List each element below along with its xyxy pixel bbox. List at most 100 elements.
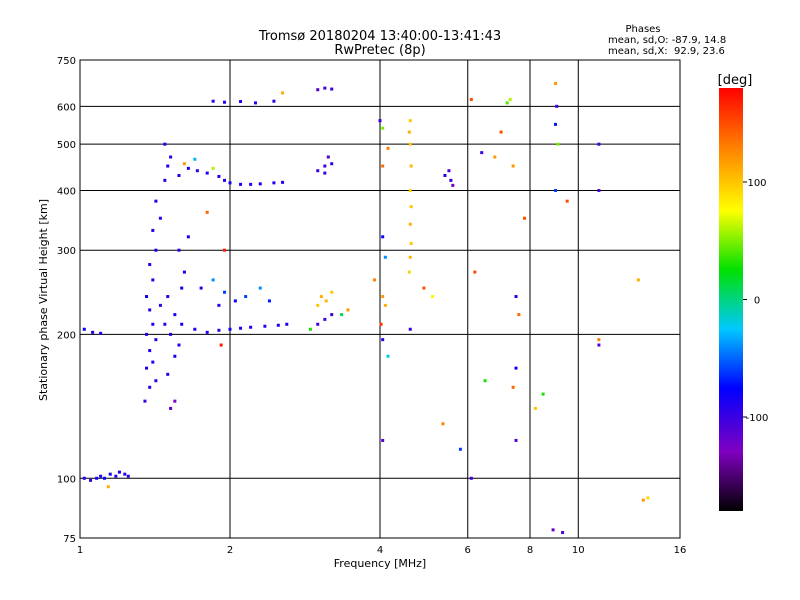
data-point — [316, 169, 320, 173]
data-point — [239, 326, 243, 330]
data-point — [541, 392, 545, 396]
data-point — [458, 447, 462, 451]
data-point — [473, 270, 477, 274]
data-point — [551, 528, 555, 532]
x-tick-label: 10 — [572, 545, 585, 556]
data-point — [145, 366, 149, 370]
data-point — [148, 308, 152, 312]
data-point — [173, 313, 177, 317]
data-point — [553, 188, 557, 192]
colorbar-ticks: 100 0 -100 — [743, 178, 768, 424]
data-point — [407, 270, 411, 274]
data-point — [151, 278, 155, 282]
data-point — [514, 438, 518, 442]
data-point — [597, 343, 601, 347]
x-tick-label: 6 — [465, 545, 471, 556]
data-point — [151, 322, 155, 326]
data-point — [373, 278, 377, 282]
data-point — [511, 385, 515, 389]
data-point — [223, 100, 227, 104]
data-point — [431, 295, 435, 299]
data-point — [205, 210, 209, 214]
data-point — [180, 322, 184, 326]
data-point — [556, 142, 560, 146]
phases-mean-x: mean, sd,X: 92.9, 23.6 — [608, 46, 725, 57]
x-axis-ticks: 1 2 4 6 8 10 16 — [77, 545, 687, 556]
data-point — [193, 157, 197, 161]
y-axis-label: Stationary phase Virtual Height [km] — [37, 199, 50, 401]
data-point — [330, 87, 334, 91]
y-tick-label: 75 — [63, 534, 76, 545]
data-point — [636, 278, 640, 282]
data-point — [443, 173, 447, 177]
data-point — [281, 91, 285, 95]
data-point — [597, 338, 601, 342]
data-point — [239, 182, 243, 186]
data-point — [451, 183, 455, 187]
data-point — [641, 498, 645, 502]
data-point — [285, 322, 289, 326]
data-point — [308, 327, 312, 331]
y-tick-label: 200 — [57, 330, 76, 341]
data-point — [499, 130, 503, 134]
data-point — [173, 399, 177, 403]
data-point — [177, 248, 181, 252]
data-point — [323, 86, 327, 90]
data-point — [169, 332, 173, 336]
data-point — [514, 295, 518, 299]
data-point — [330, 162, 334, 166]
data-point — [249, 325, 253, 329]
data-point — [177, 343, 181, 347]
x-tick-label: 1 — [77, 545, 83, 556]
data-point — [123, 472, 127, 476]
data-point — [508, 98, 512, 102]
data-point — [408, 142, 412, 146]
data-point — [145, 295, 149, 299]
data-point — [158, 216, 162, 220]
data-point — [228, 327, 232, 331]
data-point — [330, 313, 334, 317]
data-point — [223, 178, 227, 182]
data-point — [258, 182, 262, 186]
data-point — [323, 171, 327, 175]
data-point — [151, 360, 155, 364]
chart-subtitle: RwPretec (8p) — [334, 43, 425, 58]
data-point — [326, 155, 330, 159]
data-point — [386, 146, 390, 150]
data-point — [469, 98, 473, 102]
data-point — [523, 216, 527, 220]
data-point — [493, 155, 497, 159]
data-point — [517, 313, 521, 317]
data-point — [272, 99, 276, 103]
data-point — [177, 173, 181, 177]
data-point — [228, 181, 232, 185]
x-tick-label: 16 — [674, 545, 687, 556]
data-point — [258, 286, 262, 290]
data-point — [108, 472, 112, 476]
data-point — [483, 379, 487, 383]
data-point — [233, 299, 237, 303]
phases-title: Phases — [625, 24, 660, 35]
data-point — [267, 299, 271, 303]
data-point — [409, 241, 413, 245]
colorbar — [719, 88, 743, 511]
data-point — [323, 164, 327, 168]
data-point — [597, 188, 601, 192]
data-point — [253, 101, 257, 105]
data-point — [148, 263, 152, 267]
y-tick-label: 300 — [57, 246, 76, 257]
data-point — [154, 379, 158, 383]
data-point — [211, 99, 215, 103]
data-point — [511, 164, 515, 168]
data-point — [169, 155, 173, 159]
colorbar-tick-label: -100 — [746, 413, 769, 424]
data-point — [158, 303, 162, 307]
data-point — [346, 308, 350, 312]
data-point — [195, 169, 199, 173]
data-point — [169, 406, 173, 410]
data-point — [340, 313, 344, 317]
data-point — [180, 286, 184, 290]
data-point — [383, 303, 387, 307]
data-point — [151, 228, 155, 232]
data-point — [408, 188, 412, 192]
